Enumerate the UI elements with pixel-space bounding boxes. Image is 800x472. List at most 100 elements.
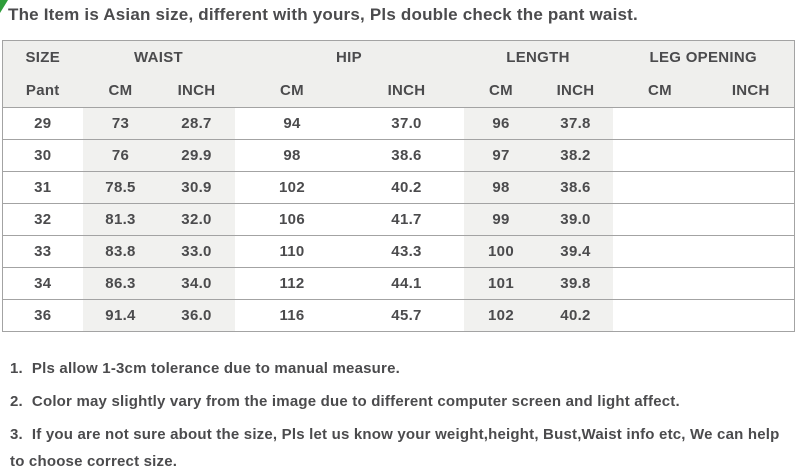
- table-row: 34 86.3 34.0 112 44.1 101 39.8: [2, 267, 795, 300]
- header-sub-cell: INCH: [158, 74, 235, 108]
- table-cell: [612, 235, 708, 268]
- table-cell: 97: [463, 139, 539, 172]
- table-cell: 98: [234, 139, 350, 172]
- table-cell: 40.2: [349, 171, 464, 204]
- header-sub-cell: Pant: [2, 74, 83, 108]
- note-item: 2. Color may slightly vary from the image…: [10, 388, 785, 415]
- table-cell: 86.3: [82, 267, 159, 300]
- table-cell: [612, 171, 708, 204]
- table-cell: [612, 139, 708, 172]
- table-row: 31 78.5 30.9 102 40.2 98 38.6: [2, 171, 795, 204]
- page-title: The Item is Asian size, different with y…: [8, 5, 638, 24]
- header-sub-row: Pant CM INCH CM INCH CM INCH CM INCH: [2, 74, 795, 108]
- table-cell: 112: [234, 267, 350, 300]
- table-cell: 96: [463, 107, 539, 140]
- table-cell: 29.9: [158, 139, 235, 172]
- table-row: 29 73 28.7 94 37.0 96 37.8: [2, 107, 795, 140]
- table-cell: 44.1: [349, 267, 464, 300]
- table-cell: [707, 203, 795, 236]
- table-cell: 39.8: [538, 267, 613, 300]
- table-cell: 73: [82, 107, 159, 140]
- table-cell: [707, 139, 795, 172]
- note-text: Pls allow 1-3cm tolerance due to manual …: [31, 360, 400, 377]
- notes-section: 1. Pls allow 1-3cm tolerance due to manua…: [10, 355, 792, 472]
- table-row: 33 83.8 33.0 110 43.3 100 39.4: [2, 235, 795, 268]
- table-cell: 94: [234, 107, 350, 140]
- table-cell: 38.6: [349, 139, 464, 172]
- note-number: 1.: [10, 360, 23, 377]
- header-sub-cell: INCH: [349, 74, 464, 108]
- header-group-row: SIZE WAIST HIP LENGTH LEG OPENING: [2, 40, 795, 74]
- size-cell: 36: [2, 299, 83, 332]
- table-cell: 106: [234, 203, 350, 236]
- header-sub-cell: CM: [463, 74, 539, 108]
- table-body: 29 73 28.7 94 37.0 96 37.8 30 76 29.9 98 38.6 97 38.2…: [2, 107, 795, 332]
- table-cell: [612, 267, 708, 300]
- header-sub-cell: CM: [82, 74, 159, 108]
- table-cell: [707, 171, 795, 204]
- table-cell: [707, 299, 795, 332]
- table-row: 32 81.3 32.0 106 41.7 99 39.0: [2, 203, 795, 236]
- table-cell: 30.9: [158, 171, 235, 204]
- note-number: 3.: [10, 426, 23, 443]
- header-group-length: LENGTH: [463, 40, 613, 74]
- note-text: If you are not sure about the size, Pls …: [10, 426, 780, 470]
- table-cell: 38.6: [538, 171, 613, 204]
- table-cell: 38.2: [538, 139, 613, 172]
- note-item: 3. If you are not sure about the size, Pl…: [10, 421, 785, 472]
- header-sub-cell: CM: [612, 74, 708, 108]
- table-cell: 81.3: [82, 203, 159, 236]
- table-cell: 110: [234, 235, 350, 268]
- size-cell: 33: [2, 235, 83, 268]
- table-cell: 41.7: [349, 203, 464, 236]
- table-cell: 76: [82, 139, 159, 172]
- table-cell: [612, 203, 708, 236]
- table-cell: 99: [463, 203, 539, 236]
- table-cell: 98: [463, 171, 539, 204]
- header-group-hip: HIP: [234, 40, 464, 74]
- table-cell: 36.0: [158, 299, 235, 332]
- table-cell: [612, 299, 708, 332]
- table-cell: 37.8: [538, 107, 613, 140]
- table-cell: [707, 267, 795, 300]
- header-sub-cell: CM: [234, 74, 350, 108]
- table-cell: [707, 107, 795, 140]
- table-cell: 100: [463, 235, 539, 268]
- size-cell: 34: [2, 267, 83, 300]
- table-cell: 28.7: [158, 107, 235, 140]
- table-cell: 116: [234, 299, 350, 332]
- table-cell: 40.2: [538, 299, 613, 332]
- table-row: 30 76 29.9 98 38.6 97 38.2: [2, 139, 795, 172]
- size-chart-table: SIZE WAIST HIP LENGTH LEG OPENING Pant CM INCH…: [2, 40, 796, 332]
- corner-fold-decoration: [0, 0, 8, 13]
- table-cell: 102: [463, 299, 539, 332]
- table-cell: [707, 235, 795, 268]
- table-row: 36 91.4 36.0 116 45.7 102 40.2: [2, 299, 795, 332]
- header-group-size: SIZE: [2, 40, 83, 74]
- size-cell: 32: [2, 203, 83, 236]
- header-sub-cell: INCH: [538, 74, 613, 108]
- header-group-waist: WAIST: [82, 40, 235, 74]
- table-cell: 91.4: [82, 299, 159, 332]
- table-cell: 34.0: [158, 267, 235, 300]
- note-text: Color may slightly vary from the image d…: [31, 393, 680, 410]
- table-cell: 101: [463, 267, 539, 300]
- table-cell: 33.0: [158, 235, 235, 268]
- table-cell: 32.0: [158, 203, 235, 236]
- header-group-leg-opening: LEG OPENING: [612, 40, 795, 74]
- table-cell: 83.8: [82, 235, 159, 268]
- size-cell: 31: [2, 171, 83, 204]
- table-cell: 37.0: [349, 107, 464, 140]
- table-cell: 78.5: [82, 171, 159, 204]
- table-cell: [612, 107, 708, 140]
- note-number: 2.: [10, 393, 23, 410]
- table-cell: 102: [234, 171, 350, 204]
- note-item: 1. Pls allow 1-3cm tolerance due to manua…: [10, 355, 785, 382]
- table-header: SIZE WAIST HIP LENGTH LEG OPENING Pant CM INCH…: [2, 40, 795, 108]
- table-cell: 39.0: [538, 203, 613, 236]
- size-cell: 30: [2, 139, 83, 172]
- table-cell: 45.7: [349, 299, 464, 332]
- size-cell: 29: [2, 107, 83, 140]
- table-cell: 39.4: [538, 235, 613, 268]
